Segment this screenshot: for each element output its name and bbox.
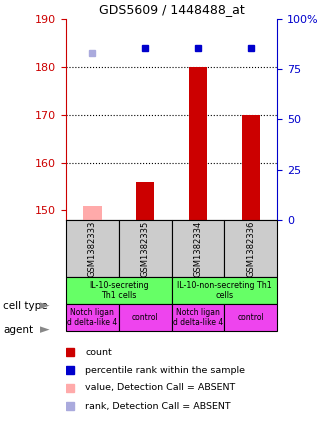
Bar	[242, 115, 260, 220]
Text: percentile rank within the sample: percentile rank within the sample	[85, 366, 245, 375]
Text: GSM1382336: GSM1382336	[246, 220, 255, 277]
Text: IL-10-non-secreting Th1
cells: IL-10-non-secreting Th1 cells	[177, 281, 272, 300]
Text: cell type: cell type	[3, 301, 48, 311]
Bar	[189, 67, 207, 220]
Bar	[119, 304, 172, 331]
Text: Notch ligan
d delta-like 4: Notch ligan d delta-like 4	[67, 308, 117, 327]
Text: value, Detection Call = ABSENT: value, Detection Call = ABSENT	[85, 383, 235, 393]
Bar	[66, 277, 172, 304]
Text: GSM1382334: GSM1382334	[193, 220, 203, 277]
Bar	[136, 182, 154, 220]
Bar	[66, 304, 119, 331]
Bar	[119, 220, 172, 277]
Title: GDS5609 / 1448488_at: GDS5609 / 1448488_at	[99, 3, 245, 16]
Bar	[224, 304, 277, 331]
Text: control: control	[237, 313, 264, 322]
Bar	[172, 277, 277, 304]
Text: IL-10-secreting
Th1 cells: IL-10-secreting Th1 cells	[89, 281, 148, 300]
Text: agent: agent	[3, 325, 33, 335]
Text: GSM1382335: GSM1382335	[141, 220, 150, 277]
Bar	[172, 304, 224, 331]
Bar	[224, 220, 277, 277]
Text: rank, Detection Call = ABSENT: rank, Detection Call = ABSENT	[85, 402, 231, 411]
Bar	[83, 206, 102, 220]
Bar	[66, 220, 119, 277]
Text: Notch ligan
d delta-like 4: Notch ligan d delta-like 4	[173, 308, 223, 327]
Text: count: count	[85, 348, 112, 357]
Text: ►: ►	[40, 324, 50, 336]
Text: GSM1382333: GSM1382333	[88, 220, 97, 277]
Text: ►: ►	[40, 299, 50, 312]
Bar	[172, 220, 224, 277]
Text: control: control	[132, 313, 159, 322]
